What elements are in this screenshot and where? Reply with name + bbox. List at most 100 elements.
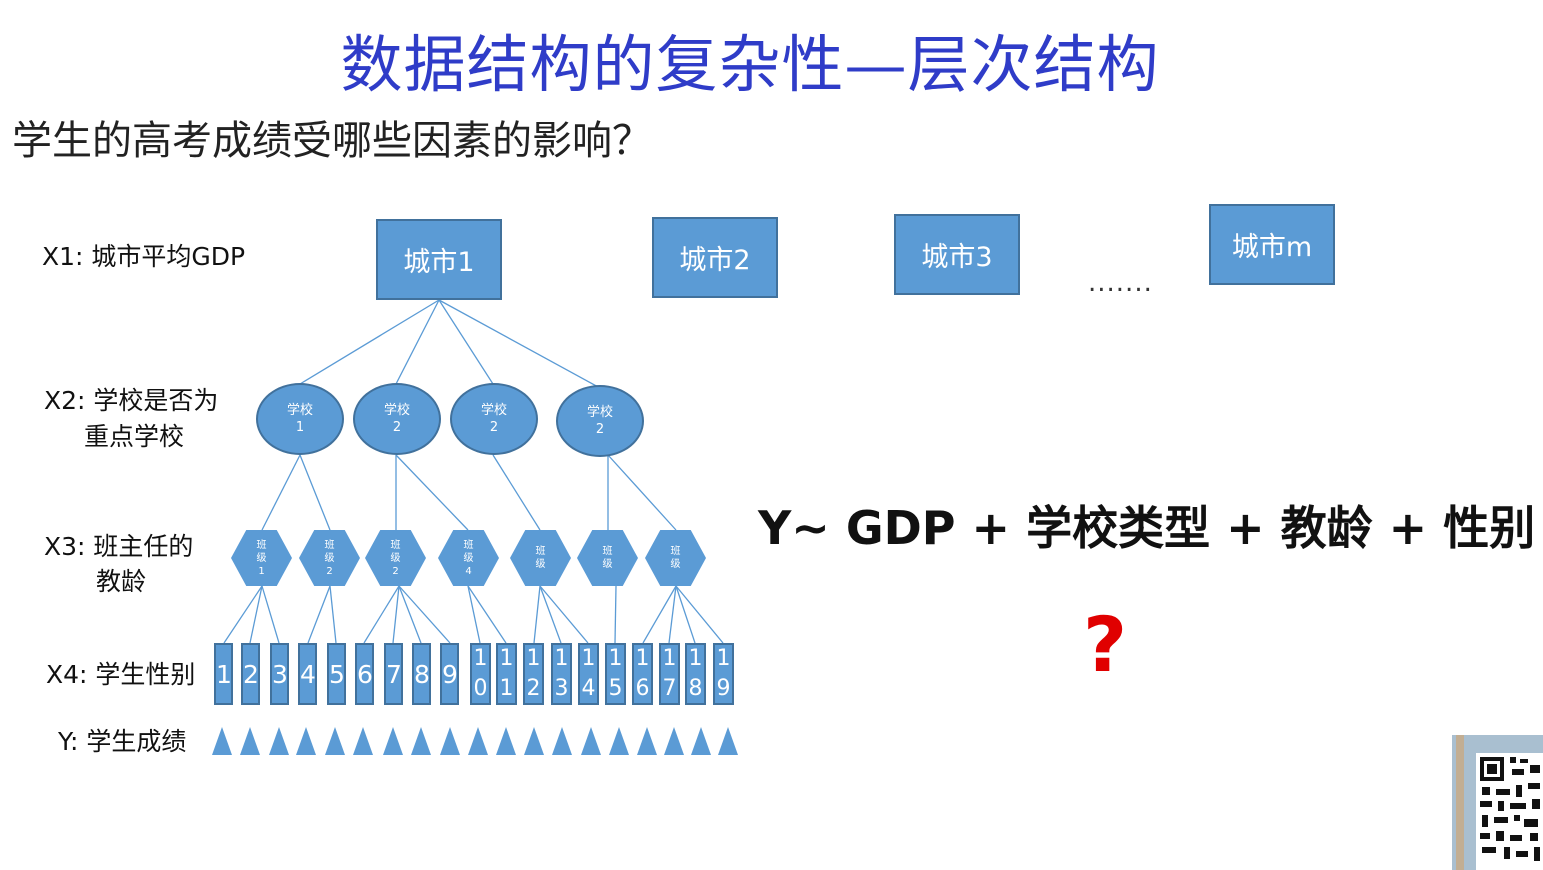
score-triangle-7 [383, 727, 403, 755]
city-node-3: 城市3 [894, 214, 1020, 295]
class-node-6: 班级 [577, 530, 638, 586]
score-triangle-12 [524, 727, 544, 755]
class-char-2: 级 [256, 552, 267, 564]
school-name: 学校 [586, 405, 613, 420]
student-node-16: 16 [632, 643, 653, 705]
score-triangle-4 [296, 727, 316, 755]
score-triangle-15 [609, 727, 629, 755]
student-node-10: 10 [470, 643, 491, 705]
score-triangle-17 [664, 727, 684, 755]
class-char-2: 级 [602, 559, 613, 570]
label-x1: X1: 城市平均GDP [42, 242, 246, 271]
class-char-1: 班 [324, 539, 335, 551]
student-node-6: 6 [355, 643, 374, 705]
label-x4: X4: 学生性别 [46, 660, 196, 689]
student-node-18: 18 [685, 643, 706, 705]
student-number: 11 [499, 646, 514, 701]
class-char-1: 班 [390, 539, 401, 551]
school-name: 学校 [286, 403, 313, 418]
class-number: 2 [392, 565, 399, 577]
class-char-1: 班 [602, 546, 613, 557]
score-triangle-16 [637, 727, 657, 755]
model-formula: Y~ GDP + 学校类型 + 教龄 + 性别 [758, 501, 1536, 555]
score-triangle-1 [212, 727, 232, 755]
student-node-11: 11 [496, 643, 517, 705]
score-triangle-14 [581, 727, 601, 755]
student-number: 15 [608, 646, 623, 701]
student-number: 8 [414, 659, 430, 689]
class-number: 4 [465, 565, 472, 577]
city-node-2: 城市2 [652, 217, 778, 298]
class-number: 1 [258, 565, 265, 577]
student-node-5: 5 [327, 643, 346, 705]
student-node-1: 1 [214, 643, 233, 705]
question-text: 学生的高考成绩受哪些因素的影响？ [12, 118, 652, 164]
tree-connectors [223, 299, 724, 644]
student-number: 19 [716, 646, 731, 701]
student-node-17: 17 [659, 643, 680, 705]
student-node-14: 14 [578, 643, 599, 705]
school-node-2: 学校 2 [353, 383, 441, 455]
score-triangle-3 [269, 727, 289, 755]
student-number: 14 [581, 646, 596, 701]
class-char-2: 级 [324, 552, 335, 564]
student-number: 9 [442, 659, 458, 689]
class-char-2: 级 [670, 559, 681, 570]
class-char-2: 级 [535, 559, 546, 570]
student-number: 10 [473, 646, 488, 701]
score-triangle-8 [411, 727, 431, 755]
score-triangle-11 [496, 727, 516, 755]
score-triangle-2 [240, 727, 260, 755]
class-node-7: 班级 [645, 530, 706, 586]
class-node-5: 班级 [510, 530, 571, 586]
student-number: 18 [688, 646, 703, 701]
student-node-7: 7 [384, 643, 403, 705]
student-number: 5 [329, 659, 345, 689]
city-ellipsis: ....... [1088, 268, 1153, 298]
class-char-2: 级 [463, 552, 474, 564]
class-char-1: 班 [463, 539, 474, 551]
student-node-2: 2 [241, 643, 260, 705]
school-number: 2 [392, 420, 402, 435]
student-number: 13 [554, 646, 569, 701]
score-triangle-13 [552, 727, 572, 755]
student-number: 7 [386, 659, 402, 689]
slide-title: 数据结构的复杂性—层次结构 [340, 28, 1160, 101]
class-char-2: 级 [390, 552, 401, 564]
score-triangle-10 [468, 727, 488, 755]
question-mark: ? [1083, 600, 1128, 689]
label-x2-line1: X2: 学校是否为 [44, 386, 219, 415]
city-node-m: 城市m [1209, 204, 1335, 285]
class-char-1: 班 [535, 546, 546, 557]
school-name: 学校 [383, 403, 410, 418]
score-triangle-19 [718, 727, 738, 755]
label-x2-line2: 重点学校 [84, 422, 185, 451]
class-char-1: 班 [670, 546, 681, 557]
label-x3-line2: 教龄 [96, 567, 147, 596]
label-y: Y: 学生成绩 [58, 727, 187, 756]
school-number: 1 [295, 420, 305, 435]
school-name: 学校 [480, 403, 507, 418]
student-node-12: 12 [523, 643, 544, 705]
school-node-3: 学校 2 [450, 383, 538, 455]
student-number: 3 [272, 659, 288, 689]
school-number: 2 [595, 422, 605, 437]
student-number: 6 [357, 659, 373, 689]
score-triangle-6 [353, 727, 373, 755]
score-triangle-18 [691, 727, 711, 755]
school-node-4: 学校 2 [556, 385, 644, 457]
qr-code-icon [1452, 735, 1543, 870]
student-number: 16 [635, 646, 650, 701]
city-node-1: 城市1 [376, 219, 502, 300]
student-node-3: 3 [270, 643, 289, 705]
student-node-13: 13 [551, 643, 572, 705]
school-number: 2 [489, 420, 499, 435]
class-char-1: 班 [256, 539, 267, 551]
student-number: 4 [300, 659, 316, 689]
school-node-1: 学校 1 [256, 383, 344, 455]
label-x3-line1: X3: 班主任的 [44, 532, 194, 561]
student-node-8: 8 [412, 643, 431, 705]
student-number: 1 [216, 659, 232, 689]
student-node-19: 19 [713, 643, 734, 705]
score-triangle-9 [440, 727, 460, 755]
